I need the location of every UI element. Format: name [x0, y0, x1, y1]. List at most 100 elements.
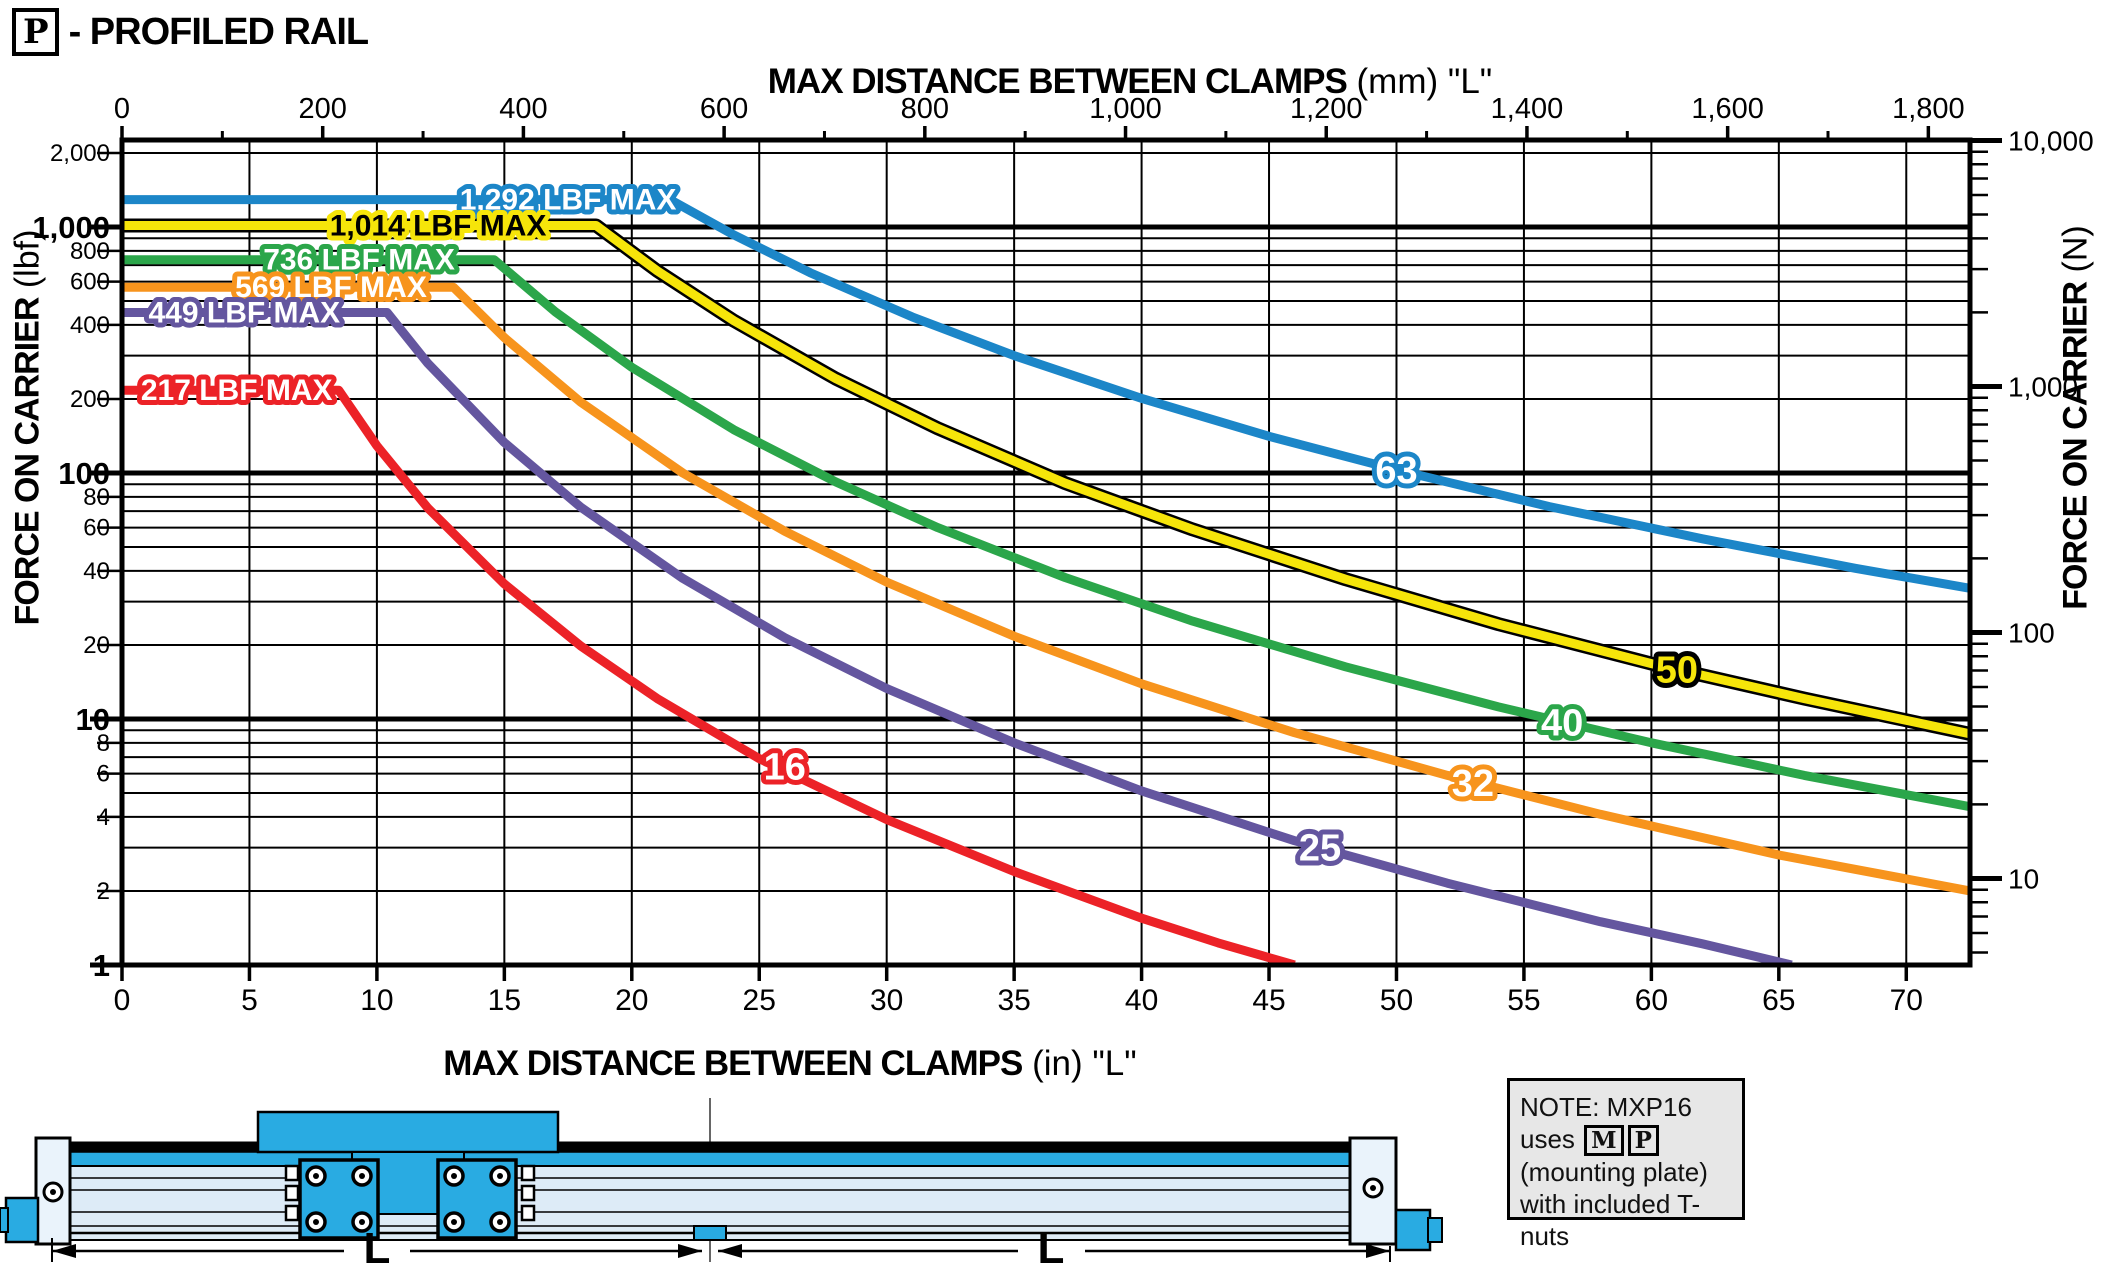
- tick-label-bottom-65: 65: [1762, 984, 1795, 1017]
- tab-r: [520, 1184, 536, 1202]
- left-screw-dot: [50, 1189, 56, 1195]
- note-line-1: NOTE: MXP16: [1520, 1092, 1692, 1122]
- curve-line-63: [122, 195, 1970, 593]
- bolt-dot: [313, 1173, 319, 1179]
- curve-16: [122, 385, 1296, 965]
- tick-label-left-10: 10: [76, 702, 110, 737]
- bottom-axis-title-main: MAX DISTANCE BETWEEN CLAMPS: [443, 1044, 1023, 1083]
- tick-label-left-100: 100: [58, 456, 110, 491]
- tick-label-bottom-15: 15: [488, 984, 521, 1017]
- note-line-3: (mounting plate): [1520, 1157, 1708, 1187]
- tick-label-left-1: 1: [93, 948, 110, 983]
- tick-label-bottom-0: 0: [114, 984, 131, 1017]
- boxed-p-icon-small: P: [1627, 1125, 1659, 1156]
- bottom-axis-title: MAX DISTANCE BETWEEN CLAMPS (in) "L": [290, 1044, 1290, 1084]
- tick-label-left-600: 600: [70, 269, 110, 296]
- curve-25: [122, 308, 1793, 965]
- tick-label-left-800: 800: [70, 238, 110, 265]
- tick-label-left-4: 4: [97, 804, 110, 831]
- tick-label-left-2000: 2,000: [50, 140, 110, 167]
- plot-frame: [119, 137, 1973, 968]
- tick-label-bottom-60: 60: [1635, 984, 1668, 1017]
- dim-arrow-right-icon: [1366, 1244, 1390, 1258]
- boxed-m-icon: M: [1584, 1125, 1624, 1156]
- plot-border: [119, 137, 1973, 968]
- curve-labels: 1,292 LBF MAX 63 1,014 LBF MAX 50 736 LBF MA…: [136, 179, 1703, 875]
- curve-40: [122, 255, 1970, 812]
- right-screw-dot: [1370, 1185, 1376, 1191]
- tick-label-left-6: 6: [97, 761, 110, 788]
- tick-label-left-80: 80: [83, 484, 110, 511]
- curve-line-50: [122, 221, 1970, 739]
- right-nub: [1394, 1208, 1432, 1252]
- tick-label-top-400: 400: [499, 93, 547, 125]
- tick-label-left-2: 2: [97, 878, 110, 905]
- bottom-axis-title-quote: "L": [1092, 1044, 1137, 1083]
- size-label-16: 16: [764, 747, 806, 789]
- rail-top-strip: [61, 1141, 1351, 1153]
- tick-label-top-800: 800: [901, 93, 949, 125]
- tick-label-bottom-10: 10: [360, 984, 393, 1017]
- tab-r: [520, 1164, 536, 1182]
- bolt-dot: [359, 1219, 365, 1225]
- curve-63: [122, 195, 1970, 593]
- tick-label-top-0: 0: [114, 93, 130, 125]
- curve-line-25: [122, 308, 1793, 965]
- size-label-63: 63: [1375, 450, 1417, 492]
- right-nub-tip: [1427, 1217, 1443, 1243]
- dim-arrow-c1-icon: [678, 1244, 702, 1258]
- boxed-p-icon: P: [12, 8, 59, 56]
- tick-label-bottom-5: 5: [241, 984, 258, 1017]
- curve-50: [122, 218, 1970, 741]
- max-label-50: 1,014 LBF MAX: [330, 210, 547, 243]
- axis-ticks: 2,0001,000800600400200100806040201086421…: [32, 93, 2093, 1017]
- tick-label-top-600: 600: [700, 93, 748, 125]
- size-label-50: 50: [1656, 649, 1698, 691]
- tick-label-left-8: 8: [97, 730, 110, 757]
- top-axis-title-unit: (mm): [1356, 62, 1439, 101]
- tab-l: [284, 1204, 300, 1222]
- dim-label-L1: L: [364, 1224, 391, 1263]
- max-label-63: 1,292 LBF MAX: [460, 184, 677, 217]
- curve-32: [122, 282, 1970, 896]
- top-axis-title-main: MAX DISTANCE BETWEEN CLAMPS: [767, 62, 1348, 101]
- tab-l: [284, 1164, 300, 1182]
- tab-r: [520, 1204, 536, 1222]
- tick-label-bottom-45: 45: [1252, 984, 1285, 1017]
- curve-line-32: [122, 282, 1970, 896]
- tick-label-bottom-35: 35: [997, 984, 1030, 1017]
- tab-l: [284, 1184, 300, 1202]
- size-label-25: 25: [1299, 828, 1341, 870]
- curve-line-16: [122, 385, 1296, 965]
- carriage-top-plate: [256, 1110, 560, 1154]
- tick-label-top-1600: 1,600: [1691, 93, 1764, 125]
- tick-label-left-20: 20: [83, 632, 110, 659]
- curve-line-40: [122, 255, 1970, 812]
- tick-label-top-1200: 1,200: [1290, 93, 1363, 125]
- curves: [122, 195, 1970, 965]
- page-title: P - PROFILED RAIL: [12, 8, 370, 56]
- tick-label-right-10000: 10,000: [2008, 125, 2094, 156]
- dim-arrow-c2-icon: [718, 1244, 742, 1258]
- tick-label-bottom-20: 20: [615, 984, 648, 1017]
- tick-label-left-200: 200: [70, 386, 110, 413]
- dim-arrow-left-icon: [52, 1244, 76, 1258]
- bolt-dot: [451, 1173, 457, 1179]
- tick-label-left-1000: 1,000: [32, 210, 110, 245]
- tick-label-right-1000: 1,000: [2008, 371, 2078, 402]
- tick-label-bottom-55: 55: [1507, 984, 1540, 1017]
- max-label-40: 736 LBF MAX: [263, 244, 455, 277]
- tick-label-top-1800: 1,800: [1892, 93, 1965, 125]
- bolt-dot: [313, 1219, 319, 1225]
- tick-label-top-1400: 1,400: [1491, 93, 1564, 125]
- size-label-40: 40: [1541, 702, 1583, 744]
- rail-accent-strip: [61, 1151, 1351, 1167]
- page-title-text: - PROFILED RAIL: [68, 10, 370, 53]
- bolt-dot: [497, 1173, 503, 1179]
- t-nut-clamp: [693, 1225, 727, 1241]
- top-axis-title: MAX DISTANCE BETWEEN CLAMPS (mm) "L": [630, 62, 1630, 102]
